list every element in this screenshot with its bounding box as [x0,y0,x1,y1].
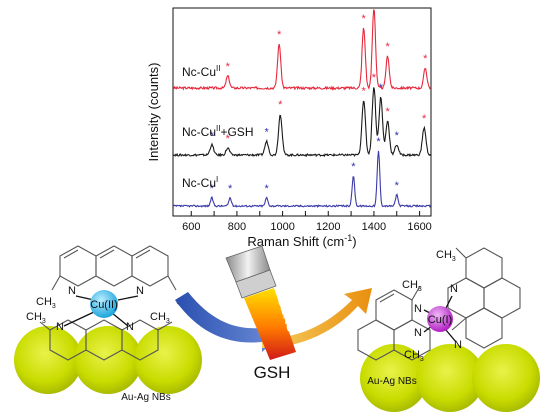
x-tick-label: 1200 [316,221,340,233]
atom-n2: N [136,285,144,297]
cu2-ion [90,290,118,318]
nanoparticle-1 [14,326,82,394]
phen-ligand-top [51,245,177,291]
x-tick-label: 1600 [407,221,431,233]
x-tick-label: 800 [228,221,246,233]
peak-marker: * [362,86,367,98]
right-complex: CH3 CH3 CH3 N N N N Cu(I) Au-Ag NBs [357,247,540,412]
atom-n7: N [450,283,458,295]
phen-ligand-right-b [447,247,521,349]
peak-marker: * [372,0,377,5]
nanoparticle-6 [472,344,540,412]
phen-ligand-bottom [39,319,173,361]
peak-marker: * [372,72,377,84]
reagent-label: GSH [254,363,291,382]
arrow-left [175,292,282,352]
x-tick-label: 1400 [362,221,386,233]
atom-n6: N [414,327,422,339]
methyl-left-4: CH3 [150,311,170,325]
spectrum-nc-cu2 [172,9,431,91]
nanoparticle-5 [416,344,484,412]
peak-marker: * [226,61,231,73]
atom-n4: N [126,321,134,333]
peak-marker: * [376,136,381,148]
methyl-right-2: CH3 [436,249,456,263]
phen-ligand-right-a [357,285,431,361]
peak-marker: * [395,130,400,142]
peak-marker: * [264,126,269,138]
cu1-label: Cu(I) [428,314,452,326]
atom-n1: N [68,285,76,297]
x-tick-label: 600 [182,221,200,233]
sers-probe [225,245,296,360]
peak-marker: * [362,13,367,25]
peak-marker: * [395,180,400,192]
raman-chart: 600 800 1000 1200 1400 1600 ****** ********** *… [146,0,432,249]
methyl-right-3: CH3 [404,349,424,363]
label-nc-cu2-gsh: Nc-CuII+GSH [182,124,253,139]
atom-n5: N [414,303,422,315]
atom-n3: N [56,321,64,333]
peak-marker: * [226,133,231,145]
peak-marker: * [278,99,283,111]
left-complex: N N CH3 CH3 N N CH3 CH3 Cu(II) Au-Ag NBs [14,245,202,403]
cu1-ion [427,306,453,332]
methyl-right-1: CH3 [402,279,422,293]
spectra-lines [172,9,431,208]
methyl-left-1: CH3 [36,296,56,310]
plot-frame [172,7,432,217]
peak-marker: * [210,183,215,195]
label-nc-cu2: Nc-CuII [182,64,220,79]
peak-marker: * [379,82,384,94]
peak-marker: * [210,130,215,142]
peak-marker: * [423,53,428,65]
x-ticks: 600 800 1000 1200 1400 1600 [182,211,432,233]
nanoparticle-4 [360,344,428,412]
spectrum-nc-cu1 [172,150,431,208]
right-np-label: Au-Ag NBs [367,376,416,387]
atom-n8: N [454,339,462,351]
peak-marker: * [422,113,427,125]
peak-markers: ********************** [210,0,428,195]
peak-marker: * [385,41,390,53]
y-axis-label: Intensity (counts) [146,63,161,162]
nanoparticle-2 [74,326,142,394]
conversion-scheme: SERS GSH [175,245,372,382]
methyl-left-3: CH3 [26,311,46,325]
x-tick-label: 1000 [270,221,294,233]
peak-marker: * [264,183,269,195]
spectrum-nc-cu2-gsh [172,87,431,158]
nanoparticle-3 [134,326,202,394]
left-np-label: Au-Ag NBs [121,392,170,403]
peak-marker: * [385,106,390,118]
x-axis-label: Raman Shift (cm-1) [247,233,356,249]
label-nc-cu1: Nc-CuI [182,175,218,190]
peak-marker: * [277,29,282,41]
cu2-label: Cu(II) [90,299,118,311]
peak-marker: * [351,161,356,173]
peak-marker: * [228,183,233,195]
